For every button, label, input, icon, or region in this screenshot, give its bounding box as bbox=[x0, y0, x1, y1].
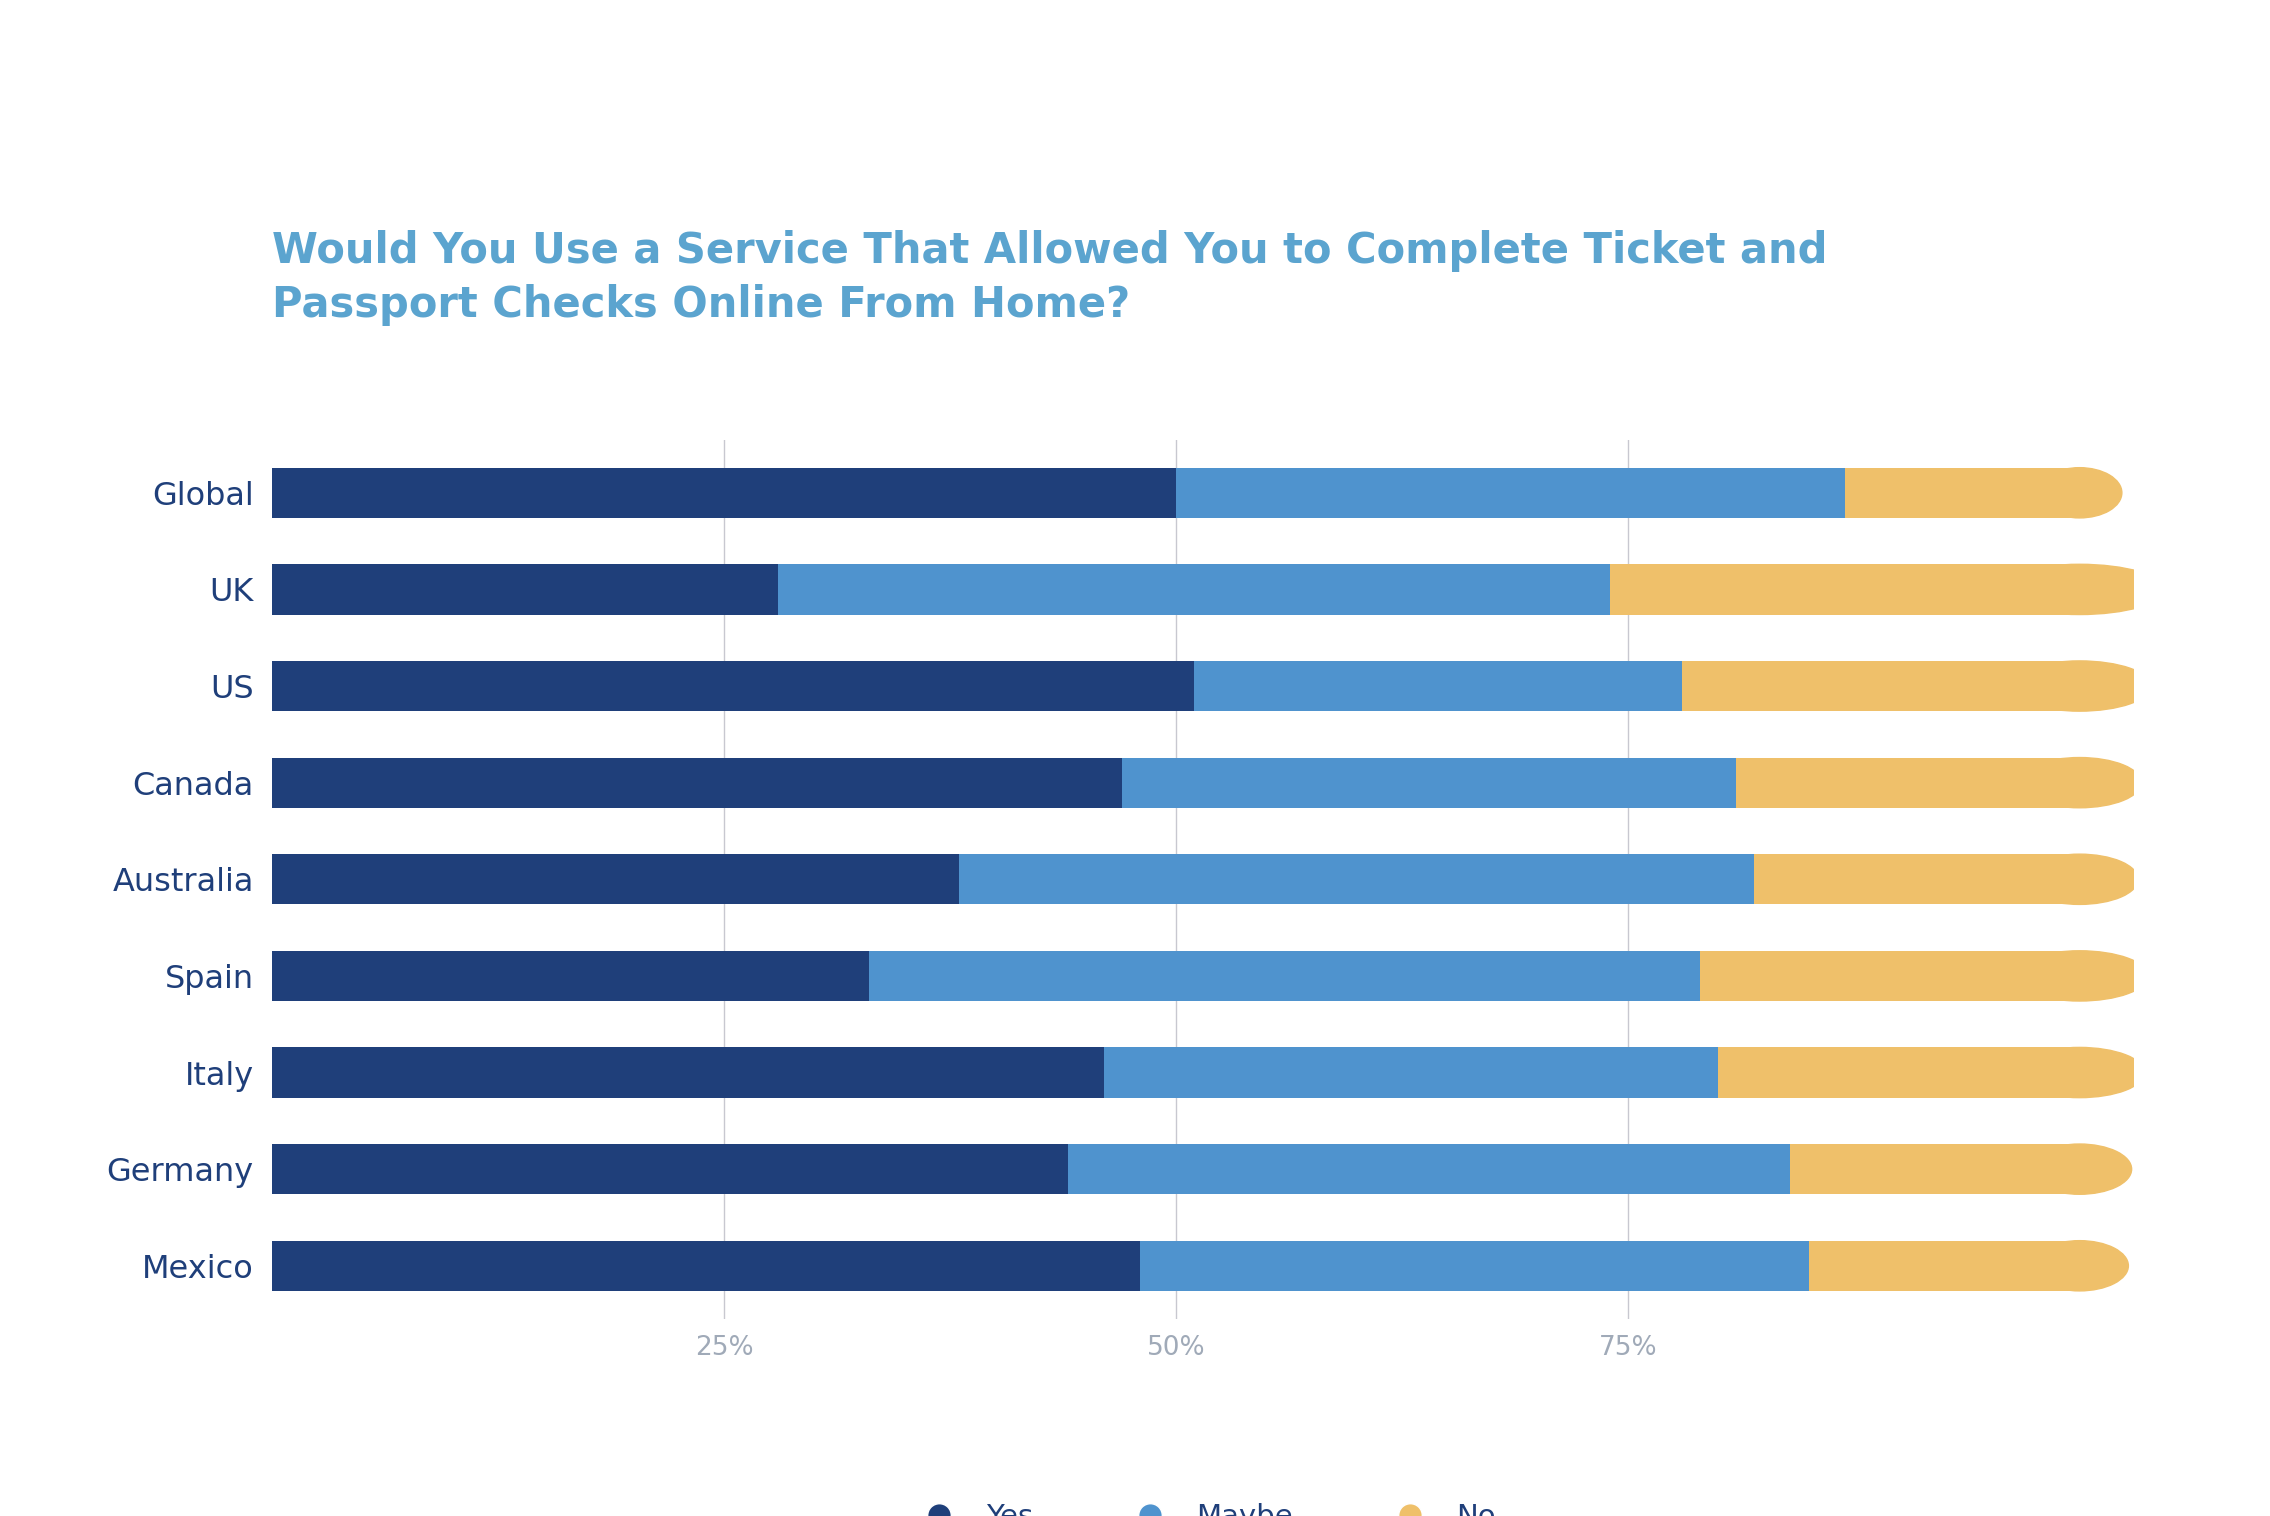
Bar bbox=[272, 564, 779, 614]
Bar bbox=[272, 467, 1176, 518]
Bar bbox=[869, 951, 1700, 1001]
Ellipse shape bbox=[2036, 467, 2122, 518]
Ellipse shape bbox=[2020, 854, 2138, 905]
Ellipse shape bbox=[2032, 1240, 2129, 1292]
Bar bbox=[1791, 1145, 2079, 1195]
Bar bbox=[1609, 564, 2079, 614]
Bar bbox=[1737, 758, 2079, 808]
Bar bbox=[1176, 467, 1846, 518]
Bar bbox=[1809, 1240, 2079, 1292]
Bar bbox=[272, 1048, 1103, 1098]
Bar bbox=[1700, 951, 2079, 1001]
Bar bbox=[272, 1145, 1067, 1195]
Bar bbox=[1067, 1145, 1791, 1195]
Ellipse shape bbox=[1995, 564, 2163, 614]
Bar bbox=[1194, 661, 1682, 711]
Bar bbox=[1718, 1048, 2079, 1098]
Bar bbox=[272, 758, 1121, 808]
Ellipse shape bbox=[2011, 951, 2147, 1001]
Bar bbox=[1121, 758, 1737, 808]
Ellipse shape bbox=[2027, 1145, 2132, 1195]
Text: Would You Use a Service That Allowed You to Complete Ticket and
Passport Checks : Would You Use a Service That Allowed You… bbox=[272, 230, 1827, 326]
Ellipse shape bbox=[2009, 661, 2152, 711]
Bar bbox=[779, 564, 1609, 614]
Bar bbox=[1682, 661, 2079, 711]
Ellipse shape bbox=[2013, 1048, 2145, 1098]
Legend: Yes, Maybe, No: Yes, Maybe, No bbox=[899, 1492, 1507, 1516]
Bar bbox=[1103, 1048, 1718, 1098]
Bar bbox=[1140, 1240, 1809, 1292]
Bar bbox=[272, 951, 869, 1001]
Bar bbox=[1755, 854, 2079, 905]
Bar bbox=[272, 661, 1194, 711]
Ellipse shape bbox=[2018, 758, 2141, 808]
Bar bbox=[1846, 467, 2079, 518]
Bar bbox=[960, 854, 1755, 905]
Bar bbox=[272, 854, 960, 905]
Bar bbox=[272, 1240, 1140, 1292]
